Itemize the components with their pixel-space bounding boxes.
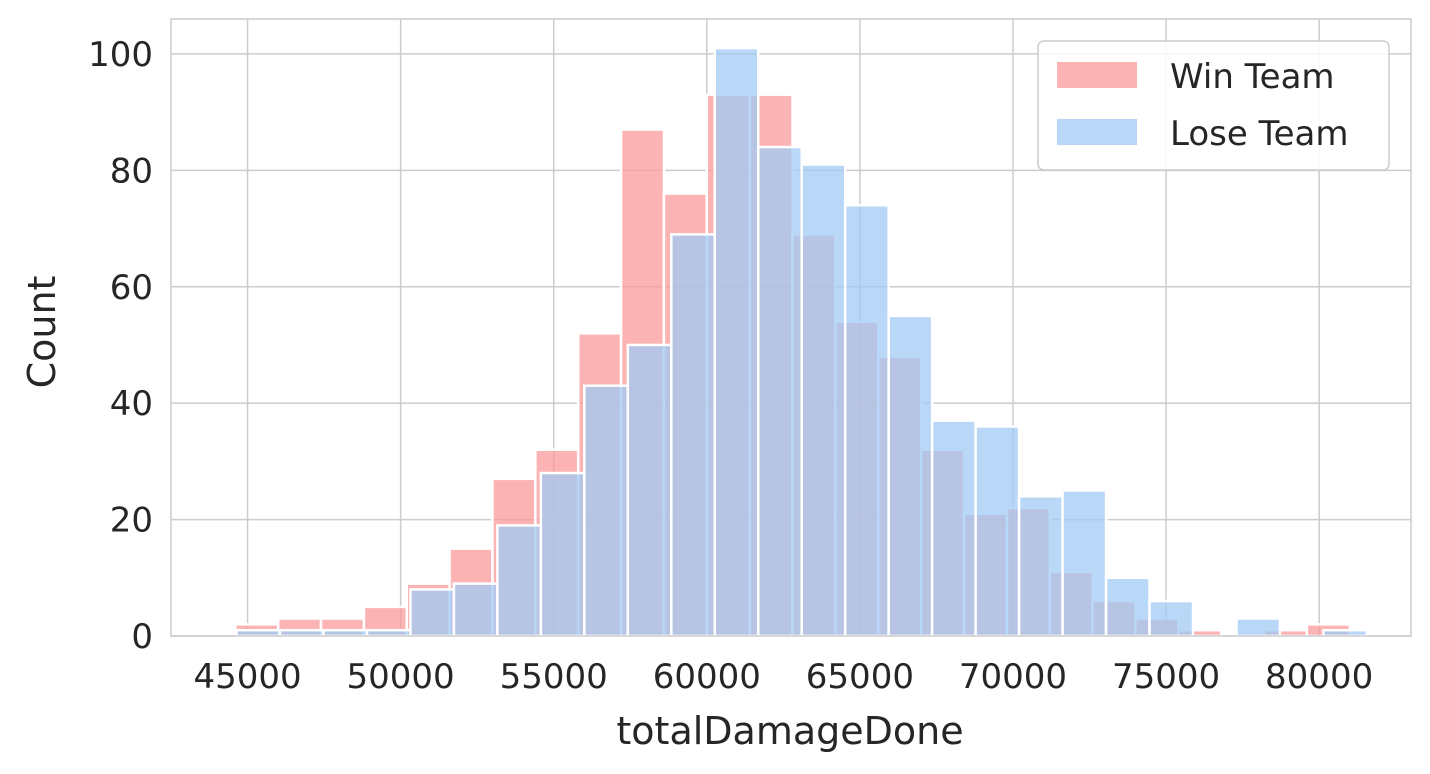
legend-swatch bbox=[1057, 62, 1137, 88]
histogram-bar bbox=[452, 582, 499, 638]
histogram-bars bbox=[234, 46, 1369, 638]
histogram-bar bbox=[756, 145, 803, 638]
x-tick-label: 80000 bbox=[1265, 657, 1373, 697]
x-tick-label: 70000 bbox=[959, 657, 1067, 697]
histogram-bar bbox=[496, 524, 543, 638]
x-tick-label: 60000 bbox=[653, 657, 761, 697]
y-tick-label: 20 bbox=[110, 501, 153, 541]
histogram-bar bbox=[583, 384, 630, 638]
y-axis-label: Count bbox=[20, 276, 64, 389]
y-tick-label: 60 bbox=[110, 268, 153, 308]
histogram-bar bbox=[843, 204, 890, 638]
legend: Win Team Lose Team bbox=[1037, 40, 1390, 171]
y-tick-label: 40 bbox=[110, 384, 153, 424]
y-tick-label: 0 bbox=[131, 617, 153, 657]
y-tick-label: 80 bbox=[110, 151, 153, 191]
x-axis-label: totalDamageDone bbox=[616, 709, 963, 753]
x-tick-label: 75000 bbox=[1112, 657, 1220, 697]
plot-frame bbox=[170, 18, 1412, 637]
histogram-bar bbox=[539, 471, 586, 638]
x-tick-label: 50000 bbox=[347, 657, 455, 697]
x-tick-label: 55000 bbox=[500, 657, 608, 697]
lose-team-series bbox=[235, 46, 1369, 638]
histogram-bar bbox=[1148, 599, 1195, 638]
histogram-bar bbox=[1017, 495, 1064, 638]
histogram-bar bbox=[278, 628, 325, 638]
histogram-bar bbox=[365, 628, 412, 638]
legend-swatch bbox=[1057, 119, 1137, 145]
legend-label: Lose Team bbox=[1170, 114, 1348, 154]
y-tick-label: 100 bbox=[88, 35, 153, 75]
x-tick-label: 65000 bbox=[806, 657, 914, 697]
histogram-bar bbox=[670, 233, 717, 638]
histogram-bar bbox=[235, 628, 282, 638]
x-tick-label: 45000 bbox=[193, 657, 301, 697]
histogram-bar bbox=[974, 425, 1021, 638]
histogram-bar bbox=[1322, 628, 1369, 638]
histogram-bar bbox=[1104, 576, 1151, 638]
y-tick-labels: 0 20 40 60 80 100 bbox=[88, 35, 153, 657]
histogram-bar bbox=[713, 46, 760, 638]
histogram-bar bbox=[626, 343, 673, 638]
histogram-bar bbox=[322, 628, 369, 638]
legend-label: Win Team bbox=[1170, 57, 1335, 97]
histogram-bar bbox=[800, 163, 847, 638]
histogram-bar bbox=[1061, 489, 1108, 638]
histogram-bar bbox=[887, 314, 934, 638]
x-tick-labels: 45000 50000 55000 60000 65000 70000 75000 80000 bbox=[193, 657, 1373, 697]
histogram-bar bbox=[930, 419, 977, 638]
histogram-bar bbox=[409, 588, 456, 638]
histogram-bar bbox=[1235, 617, 1282, 638]
